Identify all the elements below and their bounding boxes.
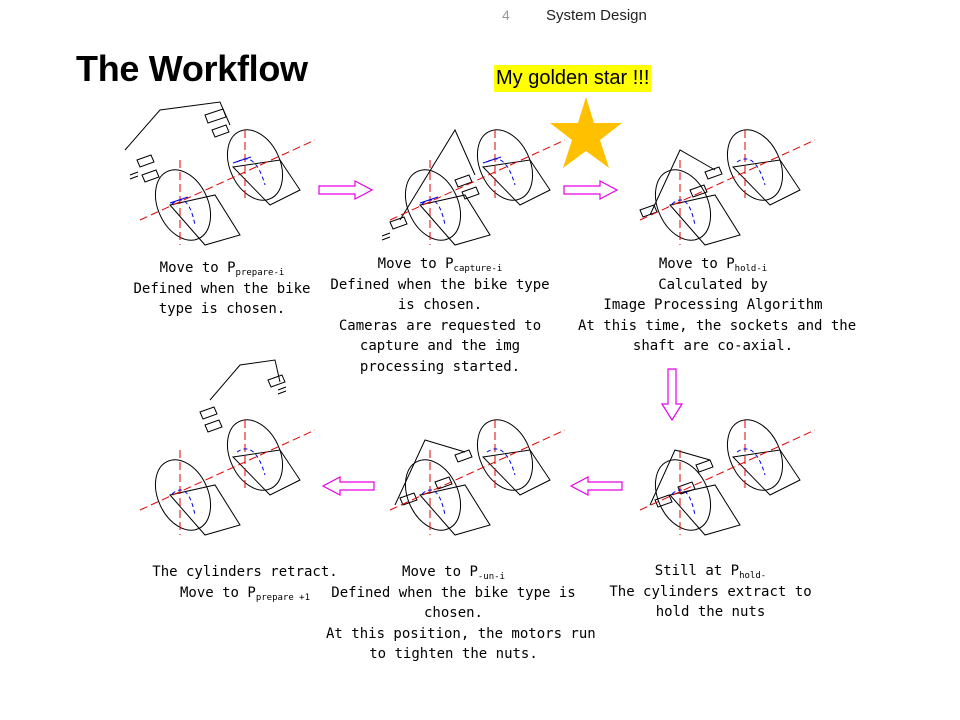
caption-line: Move to Pcapture-i: [320, 254, 560, 275]
step-caption-prepare: Move to Pprepare-i Defined when the bike…: [112, 258, 332, 320]
caption-move-text: Move to P: [658, 256, 735, 272]
caption-line: chosen.: [423, 605, 483, 621]
caption-subscript: -un-i: [477, 572, 505, 582]
caption-line: Image Processing Algorithm: [603, 297, 823, 313]
star-icon: [550, 97, 622, 168]
mechanism-figure-capture: [381, 128, 566, 246]
caption-line: hold the nuts: [655, 604, 766, 620]
mechanism-figure-retract: [139, 359, 316, 536]
caption-line: processing started.: [359, 358, 521, 375]
caption-line: The cylinders retract.: [152, 564, 338, 580]
mechanism-figure-unscrew: [389, 419, 566, 536]
caption-line: Defined when the bike type is: [331, 584, 576, 601]
caption-move-text: Move to P: [377, 256, 454, 272]
golden-star-callout: My golden star !!!: [494, 65, 652, 92]
caption-subscript: prepare-i: [235, 268, 285, 278]
mechanism-figure-hold: [639, 129, 816, 246]
caption-line: to tighten the nuts.: [369, 646, 538, 662]
arrow-left-icon: [569, 476, 623, 496]
caption-line: Defined when the bike type: [330, 276, 550, 293]
section-title: System Design: [546, 7, 647, 24]
caption-move-text: Move to P: [402, 564, 478, 580]
mechanism-figure-extract: [639, 419, 816, 536]
caption-line: Calculated by: [658, 276, 768, 293]
caption-move-text: Move to P: [159, 260, 236, 276]
arrow-down-icon: [660, 368, 684, 422]
caption-line: At this time, the sockets and the: [578, 317, 857, 334]
caption-subscript: prepare +1: [255, 592, 311, 603]
arrow-right-icon: [563, 180, 619, 200]
caption-line: type is chosen.: [158, 301, 286, 317]
slide-title: The Workflow: [76, 48, 308, 89]
caption-line: Cameras are requested to: [338, 317, 542, 334]
slide-header: 4 System Design: [0, 7, 960, 29]
page-number: 4: [502, 7, 510, 23]
caption-line: shaft are co-axial.: [632, 338, 794, 354]
caption-line: is chosen.: [397, 297, 483, 313]
caption-subscript: hold-: [739, 571, 767, 581]
caption-line: Move to Phold-i: [578, 254, 848, 275]
caption-line: Move to Pprepare-i: [112, 258, 332, 279]
arrow-right-icon: [318, 180, 374, 200]
caption-line: The cylinders extract to: [609, 583, 812, 600]
caption-line: Still at Phold-: [598, 561, 823, 582]
step-caption-unscrew: Move to P-un-i Defined when the bike typ…: [326, 562, 596, 665]
caption-subscript: hold-i: [734, 264, 768, 274]
caption-line: At this position, the motors run: [326, 625, 596, 642]
caption-move-text: Still at P: [654, 563, 740, 579]
caption-move-text: Move to P: [179, 584, 256, 601]
step-caption-capture: Move to Pcapture-i Defined when the bike…: [320, 254, 560, 377]
arrow-left-icon: [321, 476, 375, 496]
caption-line: Defined when the bike: [133, 280, 311, 297]
caption-subscript: capture-i: [453, 264, 503, 274]
step-caption-hold: Move to Phold-i Calculated by Image Proc…: [578, 254, 857, 357]
mechanism-figure-prepare: [124, 101, 316, 246]
step-caption-extract: Still at Phold- The cylinders extract to…: [598, 561, 823, 623]
step-caption-retract: The cylinders retract. Move to Pprepare …: [150, 562, 340, 603]
caption-line: Move to Pprepare +1: [150, 583, 340, 604]
caption-line: capture and the img: [359, 338, 521, 354]
caption-line: Move to P-un-i: [326, 562, 581, 583]
